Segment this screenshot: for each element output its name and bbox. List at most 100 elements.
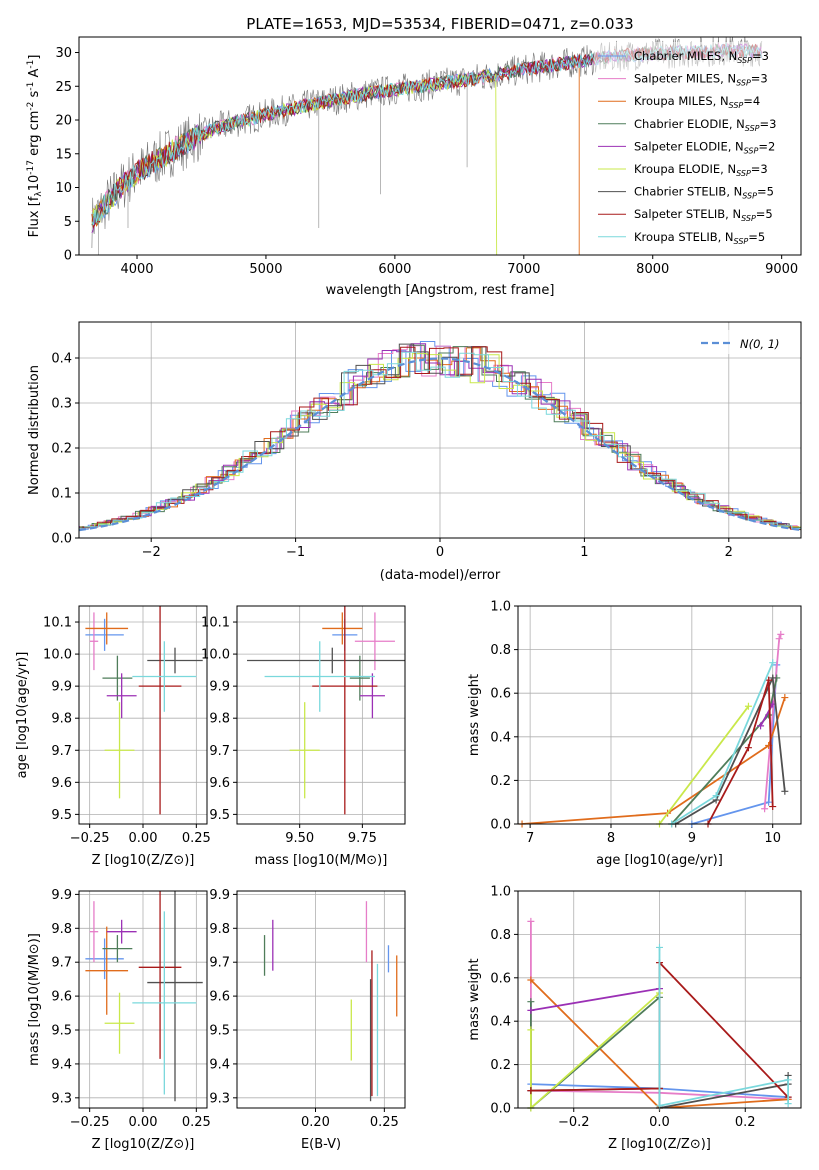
weight-line: [658, 947, 789, 1107]
y-tick-label: 1.0: [490, 600, 511, 615]
residuals-frame: [78, 321, 802, 539]
mass-vs-ebv-frame: [236, 890, 406, 1109]
weight-marker: [527, 1006, 535, 1014]
x-tick-label: −1: [286, 545, 305, 560]
legend-entry: Kroupa MILES, NSSP=4: [634, 94, 760, 110]
weight-marker: [781, 694, 789, 702]
spectrum-panel: wavelength [Angstrom, rest frame] Flux […: [26, 36, 802, 298]
x-tick-label: 0.0: [649, 1115, 670, 1130]
y-tick-label: 5: [64, 215, 72, 230]
legend-text: Salpeter ELODIE, N: [634, 139, 744, 153]
y-tick-label: 9.6: [209, 776, 230, 791]
legend-text: Salpeter MILES, N: [634, 72, 736, 86]
weight-line: [675, 674, 786, 824]
legend-text: Kroupa STELIB, N: [634, 230, 734, 244]
weight-marker: [784, 1100, 792, 1108]
y-tick-label: 0.0: [51, 532, 72, 547]
residual-histogram: [81, 343, 801, 529]
x-tick-label: 10: [764, 831, 781, 846]
y-tick-label: 9.6: [51, 776, 72, 791]
legend-entry: Kroupa ELODIE, NSSP=3: [634, 162, 768, 178]
gaussian-curve: [78, 357, 802, 532]
residual-histogram: [80, 353, 801, 528]
x-tick-label: −0.25: [70, 1115, 110, 1130]
y-axis-label: age [log10(age/yr)]: [15, 652, 30, 779]
y-tick-label: 25: [55, 80, 72, 95]
y-tick-label: 10.1: [43, 616, 72, 631]
y-tick-label: 0.1: [51, 487, 72, 502]
y-tick-label: 0.4: [490, 1015, 511, 1030]
residuals-ylabel: Normed distribution: [27, 365, 42, 495]
y-tick-label: 9.5: [209, 1024, 230, 1039]
ylabel-part: ]: [27, 55, 42, 60]
y-tick-label: 9.7: [51, 956, 72, 971]
y-tick-label: 0.4: [490, 730, 511, 745]
legend-nssp: =5: [748, 230, 765, 244]
y-tick-label: 9.3: [209, 1091, 230, 1106]
y-tick-label: 9.4: [51, 1057, 72, 1072]
legend-sub: SSP: [736, 169, 751, 178]
weight-vs-age-frame: [517, 605, 802, 825]
x-tick-label: 1: [580, 545, 588, 560]
y-tick-label: 0.4: [51, 352, 72, 367]
x-tick-label: 9: [688, 831, 696, 846]
x-tick-label: 0.00: [129, 831, 158, 846]
y-tick-label: 10.0: [43, 648, 72, 663]
legend-entry: Kroupa STELIB, NSSP=5: [634, 230, 765, 246]
x-axis-label: Z [log10(Z/Z⊙)]: [92, 853, 195, 868]
legend-entry: Chabrier STELIB, NSSP=5: [634, 185, 774, 201]
y-tick-label: 9.4: [209, 1057, 230, 1072]
weight-marker: [765, 676, 773, 684]
ylabel-part: Flux [f: [27, 196, 42, 237]
weight-marker: [744, 744, 752, 752]
weight-line: [759, 703, 774, 727]
residual-histogram: [82, 346, 801, 530]
legend-text: Salpeter STELIB, N: [634, 207, 741, 221]
y-tick-label: 9.8: [51, 922, 72, 937]
weight-line: [530, 979, 789, 1108]
y-tick-label: 0.3: [51, 397, 72, 412]
y-tick-label: 9.9: [51, 680, 72, 695]
y-axis-label: mass weight: [467, 674, 482, 756]
legend-nssp: =5: [756, 207, 773, 221]
y-tick-label: 9.6: [209, 990, 230, 1005]
weight-vs-metallicity-panel: −0.2 0.0 0.2 0.0 0.2 0.4 0.6 0.8 1.0 Z [log10(Z/Z…: [467, 885, 802, 1152]
y-tick-label: 30: [55, 46, 72, 61]
x-tick-label: 0.2: [735, 1115, 756, 1130]
x-axis-label: Z [log10(Z/Z⊙)]: [92, 1137, 195, 1152]
mass-vs-ebv-panel: 0.20 0.25 9.3 9.4 9.5 9.6 9.7 9.8 9.9 E(B-V): [209, 888, 406, 1152]
weight-marker: [769, 659, 777, 667]
weight-marker: [527, 917, 535, 925]
x-tick-label: −2: [142, 545, 161, 560]
y-tick-label: 0: [64, 249, 72, 264]
legend-entry: Salpeter MILES, NSSP=3: [634, 72, 768, 88]
weight-line: [707, 679, 774, 824]
weight-line: [530, 987, 660, 1012]
weight-marker: [769, 803, 777, 811]
legend-sub: SSP: [734, 237, 749, 246]
spectrum-frame: [78, 36, 802, 256]
ylabel-sup: -1: [26, 82, 36, 91]
x-tick-label: 0.25: [182, 1115, 211, 1130]
y-tick-label: 0.8: [490, 928, 511, 943]
weight-marker: [761, 805, 769, 813]
x-tick-label: 6000: [378, 262, 411, 277]
legend-sub: SSP: [741, 214, 756, 223]
x-tick-label: −0.2: [558, 1115, 590, 1130]
ylabel-sup: -1: [26, 60, 36, 69]
y-tick-label: 0.6: [490, 971, 511, 986]
residual-histogram: [79, 343, 801, 529]
gaussian-legend-label: N(0, 1): [740, 337, 780, 351]
legend-nssp: =3: [751, 72, 768, 86]
legend-text: Kroupa MILES, N: [634, 94, 729, 108]
y-tick-label: 9.7: [209, 956, 230, 971]
legend-sub: SSP: [729, 101, 744, 110]
y-tick-label: 9.5: [51, 1024, 72, 1039]
weight-vs-metallicity-frame: [517, 890, 802, 1109]
weight-line: [691, 664, 778, 824]
x-tick-label: 0.25: [370, 1115, 399, 1130]
y-tick-label: 9.7: [51, 744, 72, 759]
y-tick-label: 0.8: [490, 643, 511, 658]
y-tick-label: 9.8: [209, 922, 230, 937]
legend-nssp: =3: [760, 117, 777, 131]
